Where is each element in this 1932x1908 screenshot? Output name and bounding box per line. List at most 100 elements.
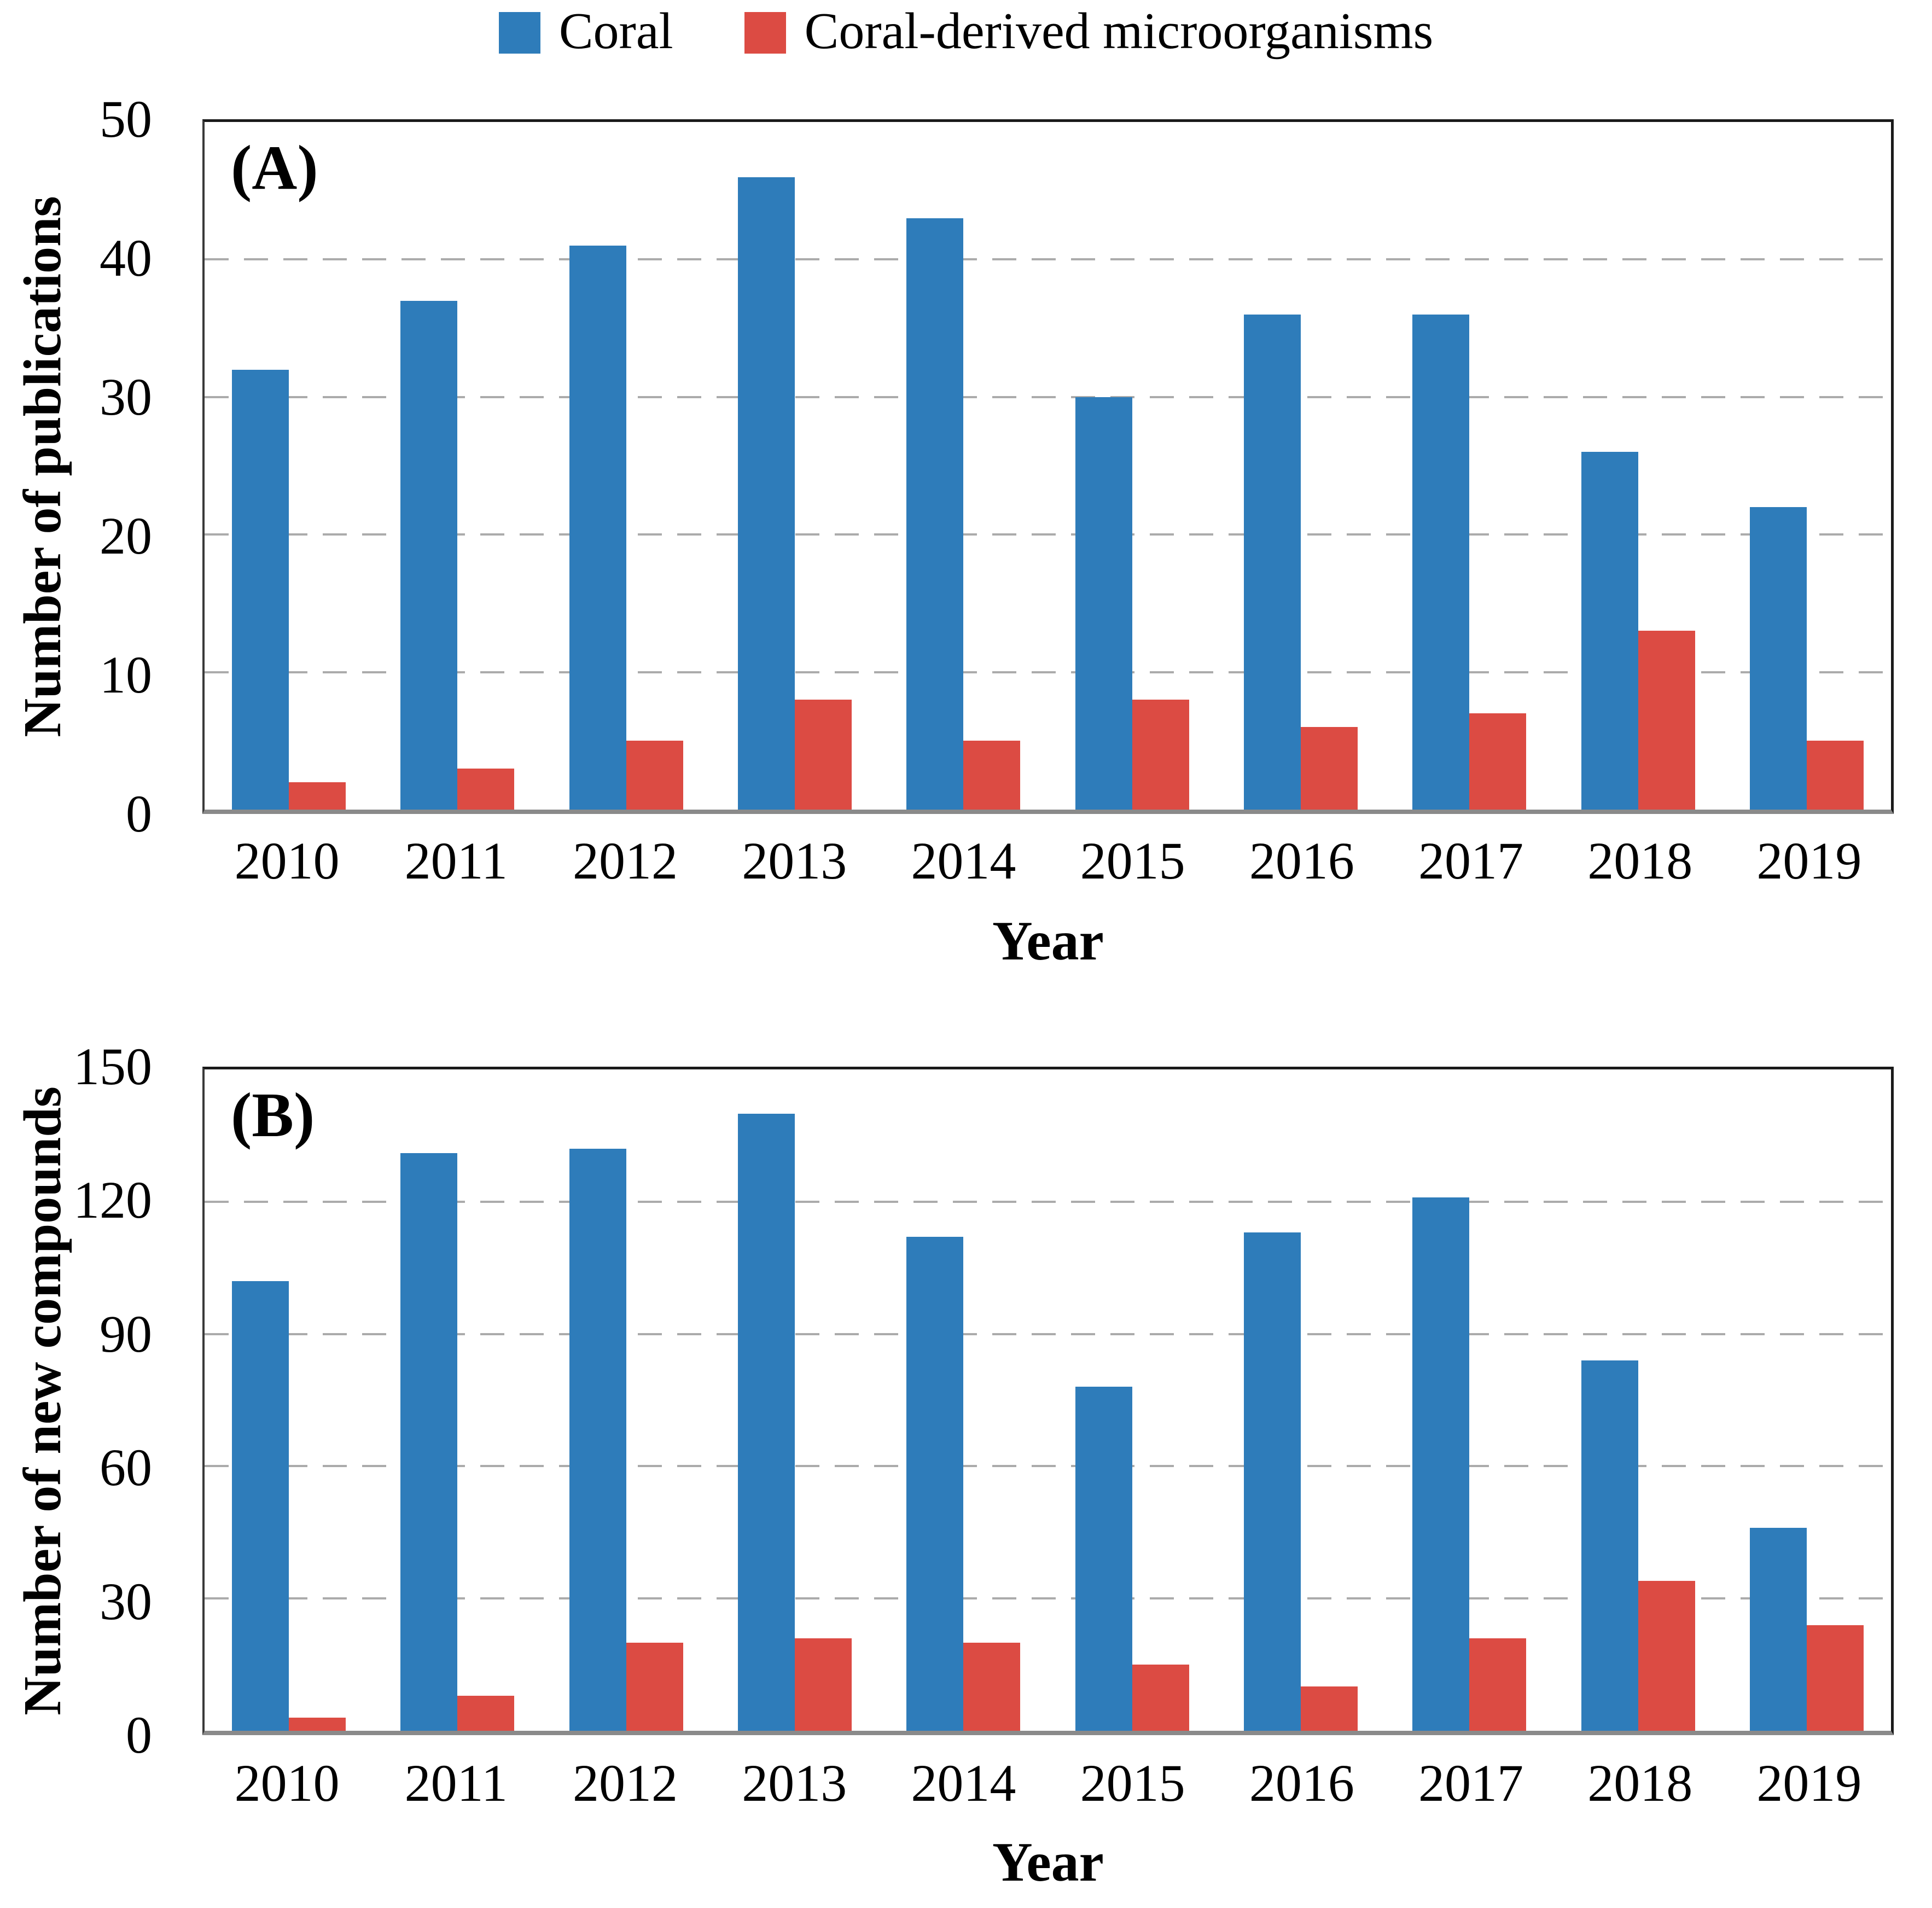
bar-coral-derived-microorganisms-2018	[1638, 1580, 1695, 1731]
bar-group-2017	[1385, 122, 1553, 810]
y-tick-label-0: 0	[126, 1706, 152, 1764]
gridline-30	[205, 1597, 1891, 1600]
bar-coral-derived-microorganisms-2012	[626, 1642, 683, 1731]
gridline-90	[205, 1333, 1891, 1335]
x-tick-label-2012: 2012	[573, 1754, 678, 1812]
y-tick-label-90: 90	[100, 1304, 152, 1363]
y-axis-ticks: 0 10 20 30 40 50	[0, 93, 181, 840]
bar-coral-derived-microorganisms-2016	[1300, 1686, 1358, 1731]
bar-coral-2011	[400, 1153, 458, 1731]
y-tick-label-150: 150	[73, 1037, 152, 1096]
bar-coral-2016	[1243, 314, 1301, 810]
x-tick-label-2015: 2015	[1080, 831, 1185, 890]
bar-groups-b	[205, 1069, 1891, 1731]
bar-group-2012	[542, 122, 711, 810]
x-axis-title-b: Year	[992, 1831, 1104, 1893]
x-tick-label-2010: 2010	[234, 831, 340, 890]
x-tick-label-2017: 2017	[1418, 831, 1524, 890]
bar-group-2015	[1048, 1069, 1216, 1731]
bar-group-2011	[373, 122, 542, 810]
x-tick-label-2016: 2016	[1249, 831, 1354, 890]
x-tick-label-2010: 2010	[234, 1754, 340, 1812]
bar-group-2012	[542, 1069, 711, 1731]
bar-coral-derived-microorganisms-2010	[289, 1717, 346, 1731]
bar-coral-2012	[569, 246, 626, 810]
bar-coral-derived-microorganisms-2017	[1469, 713, 1527, 810]
plot-area-b: (B)	[202, 1067, 1894, 1735]
bar-coral-derived-microorganisms-2017	[1469, 1638, 1527, 1731]
bar-coral-derived-microorganisms-2014	[963, 741, 1021, 810]
x-tick-label-2011: 2011	[404, 831, 508, 890]
bar-group-2013	[711, 122, 879, 810]
bar-coral-2015	[1075, 1387, 1132, 1731]
y-tick-label-40: 40	[100, 229, 152, 287]
x-tick-label-2013: 2013	[742, 831, 847, 890]
gridline-60	[205, 1465, 1891, 1468]
x-tick-label-2016: 2016	[1249, 1754, 1354, 1812]
bar-coral-2015	[1075, 397, 1132, 810]
x-tick-label-2017: 2017	[1418, 1754, 1524, 1812]
x-tick-label-2019: 2019	[1756, 831, 1862, 890]
bar-coral-2011	[400, 300, 458, 810]
bar-coral-2014	[906, 218, 964, 810]
x-tick-label-2012: 2012	[573, 831, 678, 890]
bar-group-2016	[1217, 122, 1385, 810]
chart-publications: Number of publications 0 10 20 30 40 50 (A) 2…	[0, 93, 1932, 973]
y-tick-label-30: 30	[100, 1572, 152, 1631]
gridline-30	[205, 395, 1891, 398]
chart-new-compounds: Number of new compounds 0 30 60 90 120 150 (B…	[0, 1040, 1932, 1908]
y-tick-label-120: 120	[73, 1171, 152, 1230]
bar-coral-2010	[232, 369, 289, 810]
bar-group-2017	[1385, 1069, 1553, 1731]
bar-groups-a	[205, 122, 1891, 810]
bar-coral-2018	[1581, 1360, 1638, 1731]
y-tick-label-50: 50	[100, 90, 152, 148]
bar-coral-derived-microorganisms-2019	[1806, 741, 1864, 810]
plot-area-a: (A)	[202, 119, 1894, 814]
bar-coral-derived-microorganisms-2011	[457, 1695, 515, 1731]
bar-group-2019	[1722, 122, 1891, 810]
x-axis-ticks-b: 2010 2011 2012 2013 2014 2015 2016 2017 2018 2019	[202, 1757, 1894, 1810]
bar-coral-derived-microorganisms-2012	[626, 741, 683, 810]
y-axis-ticks: 0 30 60 90 120 150	[0, 1040, 181, 1761]
bar-group-2010	[205, 1069, 373, 1731]
bar-coral-derived-microorganisms-2019	[1806, 1625, 1864, 1731]
microorganisms-swatch-icon	[744, 12, 786, 54]
bar-group-2013	[711, 1069, 879, 1731]
y-tick-label-60: 60	[100, 1438, 152, 1497]
bar-group-2014	[879, 122, 1048, 810]
bar-group-2014	[879, 1069, 1048, 1731]
bar-coral-2018	[1581, 452, 1638, 810]
bar-group-2010	[205, 122, 373, 810]
bar-coral-derived-microorganisms-2013	[795, 1638, 852, 1731]
x-tick-label-2018: 2018	[1587, 1754, 1693, 1812]
bar-coral-derived-microorganisms-2015	[1132, 699, 1189, 810]
bar-coral-2017	[1412, 314, 1470, 810]
x-tick-label-2014: 2014	[911, 831, 1016, 890]
gridline-120	[205, 1200, 1891, 1203]
legend-label-microorganisms: Coral-derived microorganisms	[804, 3, 1434, 60]
bar-coral-derived-microorganisms-2015	[1132, 1665, 1189, 1731]
bar-coral-derived-microorganisms-2014	[963, 1642, 1021, 1731]
bar-coral-2013	[738, 1113, 795, 1731]
x-tick-label-2013: 2013	[742, 1754, 847, 1812]
bar-group-2016	[1217, 1069, 1385, 1731]
x-axis-ticks-a: 2010 2011 2012 2013 2014 2015 2016 2017 2018 2019	[202, 835, 1894, 887]
bar-group-2011	[373, 1069, 542, 1731]
x-tick-label-2011: 2011	[404, 1754, 508, 1812]
gridline-20	[205, 533, 1891, 536]
y-tick-label-30: 30	[100, 368, 152, 426]
bar-coral-derived-microorganisms-2010	[289, 782, 346, 810]
x-tick-label-2015: 2015	[1080, 1754, 1185, 1812]
gridline-10	[205, 671, 1891, 673]
legend-item-coral: Coral	[498, 5, 673, 57]
legend: Coral Coral-derived microorganisms	[0, 5, 1932, 57]
x-tick-label-2014: 2014	[911, 1754, 1016, 1812]
bar-group-2019	[1722, 1069, 1891, 1731]
y-tick-label-10: 10	[100, 645, 152, 704]
bar-coral-2019	[1749, 507, 1807, 810]
bar-coral-2010	[232, 1281, 289, 1731]
bar-coral-2019	[1749, 1528, 1807, 1731]
bar-coral-derived-microorganisms-2018	[1638, 631, 1695, 810]
y-tick-label-0: 0	[126, 784, 152, 843]
